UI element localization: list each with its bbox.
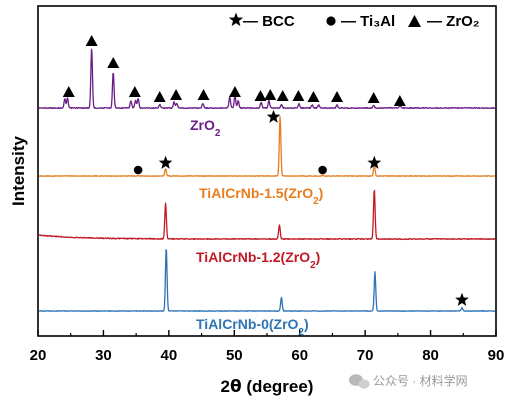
legend-item-zro2: — ZrO₂	[408, 13, 480, 30]
x-tick-label-90: 90	[488, 347, 505, 364]
series-label-zro2-sub: 2	[215, 128, 221, 139]
marker-triangle-0-10	[276, 90, 289, 101]
series-label-1-5-sub: 2	[313, 196, 319, 207]
marker-triangle-0-11	[292, 90, 305, 101]
marker-triangle-0-14	[367, 92, 380, 103]
series-label-0-end: )	[304, 316, 309, 332]
marker-circle-1-3	[318, 165, 327, 175]
legend-item-ti3al: — Ti₃Al	[326, 13, 395, 30]
x-ticks: 20 30 40 50 60 70 80 90	[30, 330, 505, 364]
watermark-text: 公众号 · 材料学网	[373, 373, 468, 388]
legend-star-icon	[228, 12, 244, 27]
wechat-icon	[349, 374, 370, 389]
marker-triangle-0-2	[107, 57, 120, 68]
marker-star-1-1	[158, 155, 173, 169]
marker-triangle-0-1	[85, 35, 98, 46]
x-tick-label-70: 70	[357, 347, 374, 364]
marker-triangle-0-9	[264, 89, 277, 100]
series-label-0-main: TiAlCrNb-0(ZrO	[196, 316, 299, 332]
series-label-1-2-end: )	[316, 249, 321, 265]
x-axis-title-suffix: (degree)	[242, 377, 314, 396]
series-line-3	[38, 249, 496, 312]
x-axis-title-theta: θ	[230, 377, 242, 397]
series-label-1-2-sub: 2	[310, 260, 316, 271]
x-axis-title: 2θ (degree)	[221, 377, 314, 397]
marker-triangle-0-4	[153, 91, 166, 102]
marker-star-3-0	[455, 292, 469, 306]
marker-triangle-0-7	[228, 86, 241, 97]
marker-triangle-0-8	[254, 90, 267, 101]
marker-triangle-0-3	[128, 86, 141, 97]
series-layer	[38, 48, 496, 312]
marker-triangle-0-13	[331, 91, 344, 102]
legend-label-bcc: — BCC	[243, 13, 295, 30]
series-label-0: TiAlCrNb-0(ZrO2)	[196, 316, 309, 338]
x-tick-label-50: 50	[226, 347, 243, 364]
series-label-1-5: TiAlCrNb-1.5(ZrO2)	[199, 185, 323, 207]
legend-item-bcc: — BCC	[228, 12, 295, 30]
series-label-1-5-main: TiAlCrNb-1.5(ZrO	[199, 185, 313, 201]
marker-triangle-0-6	[197, 89, 210, 100]
marker-star-1-4	[367, 155, 382, 169]
marker-layer	[62, 35, 469, 306]
legend-triangle-icon	[408, 15, 421, 27]
series-label-0-sub: 2	[298, 327, 304, 338]
legend-circle-icon	[326, 16, 336, 26]
y-axis-title: Intensity	[9, 136, 28, 206]
series-label-1-2-main: TiAlCrNb-1.2(ZrO	[196, 249, 310, 265]
x-axis-title-prefix: 2	[221, 377, 230, 396]
legend: — BCC — Ti₃Al — ZrO₂	[228, 12, 480, 30]
marker-triangle-0-0	[62, 86, 75, 97]
series-label-1-2: TiAlCrNb-1.2(ZrO2)	[196, 249, 320, 271]
x-tick-label-30: 30	[95, 347, 112, 364]
series-line-0	[38, 48, 496, 110]
marker-triangle-0-12	[307, 91, 320, 102]
legend-label-zro2: — ZrO₂	[427, 13, 480, 30]
series-label-1-5-end: )	[319, 185, 324, 201]
plot-frame	[37, 5, 497, 337]
watermark: 公众号 · 材料学网	[349, 373, 468, 389]
series-line-2	[38, 189, 496, 241]
x-tick-label-60: 60	[291, 347, 308, 364]
legend-label-ti3al: — Ti₃Al	[341, 13, 395, 30]
x-tick-label-20: 20	[30, 347, 47, 364]
series-line-1	[38, 115, 496, 177]
marker-circle-1-0	[133, 165, 143, 175]
x-tick-label-80: 80	[422, 347, 439, 364]
marker-triangle-0-15	[393, 95, 406, 106]
x-tick-label-40: 40	[161, 347, 178, 364]
series-label-zro2-main: ZrO	[190, 117, 215, 133]
marker-star-1-2	[266, 109, 281, 123]
marker-triangle-0-5	[170, 89, 183, 100]
series-label-zro2: ZrO2	[190, 117, 221, 139]
